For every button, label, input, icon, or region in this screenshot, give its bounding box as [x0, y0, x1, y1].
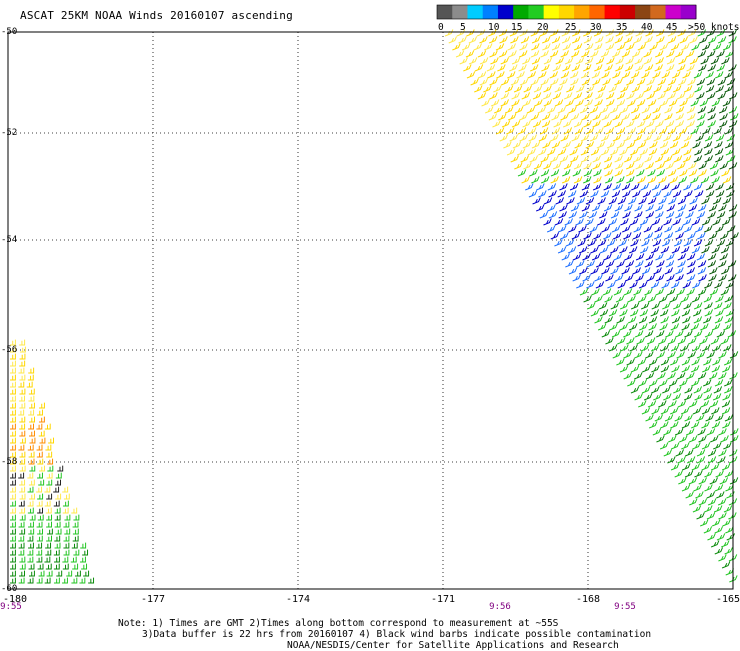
time-label: 9:56 — [489, 602, 511, 612]
wind-speed-legend: 0 5 10 15 20 25 30 35 40 45 >50 knots — [436, 4, 739, 33]
wind-barb-group — [10, 29, 739, 584]
legend-swatch — [574, 5, 590, 19]
note-line-1: Note: 1) Times are GMT 2)Times along bot… — [118, 618, 559, 629]
note-line-2: 3)Data buffer is 22 hrs from 20160107 4)… — [142, 629, 652, 640]
legend-swatch — [650, 5, 667, 19]
legend-swatch — [482, 5, 499, 19]
legend-swatch — [665, 5, 682, 19]
wind-barb-group — [10, 29, 698, 514]
legend-swatch — [635, 5, 651, 19]
wind-barb-group — [10, 29, 732, 465]
latitude-label: -52 — [1, 128, 18, 138]
time-label: 9:55 — [0, 602, 22, 612]
note-line-3: NOAA/NESDIS/Center for Satellite Applica… — [287, 640, 619, 651]
lat-lon-grid — [8, 32, 733, 589]
time-label: 9:55 — [614, 602, 636, 612]
legend-swatch — [680, 5, 697, 19]
wind-barb-group — [10, 288, 739, 584]
latitude-label: -60 — [1, 584, 18, 594]
longitude-label: -180 — [2, 594, 28, 605]
legend-label: 30 — [590, 22, 602, 33]
legend-label: 5 — [460, 22, 466, 33]
longitude-label: -165 — [715, 594, 740, 605]
legend-label: 45 — [666, 22, 677, 33]
latitude-label: -54 — [1, 235, 18, 245]
longitude-label: -171 — [430, 594, 456, 605]
latitude-label: -58 — [1, 457, 18, 467]
legend-outline — [436, 4, 697, 20]
legend-swatch — [467, 5, 484, 19]
legend-swatch — [543, 5, 560, 19]
latitude-label: -56 — [1, 345, 18, 355]
legend-label: 10 — [488, 22, 500, 33]
longitude-label: -168 — [575, 594, 601, 605]
legend-label: >50 knots — [688, 22, 739, 33]
legend-swatch — [497, 5, 514, 19]
longitude-label: -174 — [285, 594, 311, 605]
wind-barbs — [10, 29, 739, 584]
legend-swatch — [513, 5, 529, 19]
legend-label: 25 — [565, 22, 576, 33]
legend-label: 40 — [641, 22, 653, 33]
wind-barb-group — [692, 29, 739, 289]
legend-label: 35 — [616, 22, 627, 33]
legend-swatch — [589, 5, 606, 19]
legend-swatch — [528, 5, 545, 19]
legend-swatch — [452, 5, 468, 19]
wind-barb-group — [532, 183, 707, 289]
legend-label: 0 — [438, 22, 444, 33]
legend-swatch — [558, 5, 575, 19]
map-frame — [7, 31, 734, 590]
map-title: ASCAT 25KM NOAA Winds 20160107 ascending — [20, 9, 293, 22]
legend-swatch — [437, 5, 453, 19]
legend-label: 15 — [511, 22, 522, 33]
wind-barb-group — [10, 465, 64, 514]
legend-swatch — [604, 5, 621, 19]
wind-barb-group — [525, 183, 707, 289]
legend-swatch — [619, 5, 636, 19]
longitude-label: -177 — [140, 594, 166, 605]
legend-label: 20 — [537, 22, 549, 33]
latitude-label: -50 — [1, 27, 18, 37]
wind-barb-group — [10, 416, 54, 465]
